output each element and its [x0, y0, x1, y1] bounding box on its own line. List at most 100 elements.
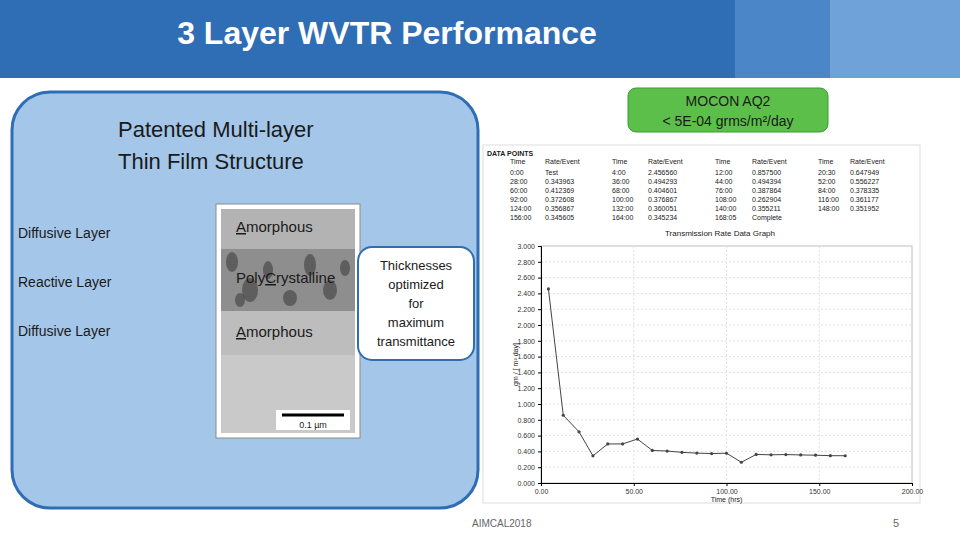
series-point: [591, 454, 594, 457]
y-tick: 2.200: [517, 306, 541, 313]
series-point: [710, 452, 713, 455]
series-point: [562, 414, 565, 417]
grain: [340, 260, 350, 276]
table-time: 76:00: [715, 187, 733, 194]
phase-part: rystalline: [276, 269, 335, 286]
series-point: [784, 453, 787, 456]
structure-title: Patented Multi-layer: [118, 117, 314, 142]
series-point: [755, 453, 758, 456]
header-block: [735, 0, 830, 78]
tick-label: 1.000: [517, 401, 535, 408]
tick-label: 0.200: [517, 464, 535, 471]
tick-label: 0.600: [517, 432, 535, 439]
layer-role: Reactive Layer: [18, 274, 112, 290]
scale-box: [276, 410, 350, 430]
table-rate: 0.647949: [850, 169, 879, 176]
table-rate: 0.376867: [648, 196, 677, 203]
footer: AIMCAL2018: [472, 518, 532, 529]
phase-part: morphous: [246, 218, 313, 235]
micrograph-frame: [216, 204, 360, 438]
tick-label: 3.000: [517, 243, 535, 250]
table-time: 20:30: [818, 169, 836, 176]
series-point: [844, 454, 847, 457]
axis-line: [538, 247, 542, 484]
table-rate: 0.345605: [545, 214, 574, 221]
table-time: 52:00: [818, 178, 836, 185]
table-rate: 0.412369: [545, 187, 574, 194]
table-time: 116:00: [818, 196, 839, 203]
table-rate: 0.857500: [752, 169, 781, 176]
series-point: [725, 452, 728, 455]
x-tick: 150.00: [809, 483, 831, 495]
tick-mark: [538, 325, 541, 326]
table-time: 148:00: [818, 205, 840, 212]
table-time: 100:00: [612, 196, 634, 203]
series-point: [680, 451, 683, 454]
callout-box: [358, 247, 474, 360]
header-band: [0, 0, 960, 78]
table-time: 92:00: [510, 196, 528, 203]
tick-mark: [538, 451, 541, 452]
table-time: 124:00: [510, 205, 532, 212]
tick-mark: [538, 420, 541, 421]
tick-mark: [538, 262, 541, 263]
table-header: Time: [510, 158, 525, 165]
y-tick: 0.600: [517, 432, 541, 439]
tick-mark: [819, 483, 820, 486]
tick-label: 1.600: [517, 353, 535, 360]
y-tick: 0.200: [517, 464, 541, 471]
tick-mark: [538, 388, 541, 389]
badge: [628, 88, 828, 132]
table-header: Rate/Event: [648, 158, 683, 165]
table-time: 0:00: [510, 169, 524, 176]
table-time: 60:00: [510, 187, 528, 194]
tick-mark: [538, 404, 541, 405]
series-point: [621, 442, 624, 445]
scan-panel: [483, 145, 920, 503]
grid-line: [541, 309, 912, 310]
table-time: 28:00: [510, 178, 528, 185]
layer-polycrystalline: [221, 249, 355, 311]
table-header: Time: [715, 158, 730, 165]
tick-mark: [541, 483, 542, 486]
grid-line: [541, 293, 912, 294]
header-block: [830, 0, 960, 78]
structure-panel: [12, 92, 478, 508]
series-point: [577, 430, 580, 433]
table-time: 132:00: [612, 205, 634, 212]
substrate: [221, 209, 355, 433]
y-tick: 0.400: [517, 448, 541, 455]
table-time: 68:00: [612, 187, 630, 194]
marks: [547, 287, 847, 463]
table-time: 140:00: [715, 205, 737, 212]
layer-phase: Amorphous: [236, 218, 313, 235]
tick-mark: [538, 293, 541, 294]
table-rate: Complete: [752, 214, 782, 222]
tick-mark: [538, 278, 541, 279]
series-point: [829, 454, 832, 457]
y-tick: 2.800: [517, 259, 541, 266]
table-header: Time: [818, 158, 833, 165]
axis-line: [542, 484, 913, 487]
y-tick: 1.200: [517, 385, 541, 392]
tick-label: 1.800: [517, 338, 535, 345]
table-rate: Test: [545, 169, 558, 176]
table-rate: 0.494293: [648, 178, 677, 185]
grain: [283, 290, 297, 306]
tick-mark: [912, 483, 913, 486]
series-point: [740, 461, 743, 464]
table-time: 164:00: [612, 214, 634, 221]
tick-label: 200.00: [902, 488, 924, 495]
slide-title: 3 Layer WVTR Performance: [177, 15, 597, 51]
tick-mark: [538, 309, 541, 310]
table-time: 108:00: [715, 196, 737, 203]
layer-phase: PolyCrystalline: [236, 269, 335, 286]
scale-bar: [282, 414, 344, 417]
chart-title: Transmission Rate Data Graph: [665, 229, 775, 238]
tick-label: 2.800: [517, 259, 535, 266]
x-tick: 200.00: [902, 483, 924, 495]
layer-role: Diffusive Layer: [18, 323, 111, 339]
table-time: 44:00: [715, 178, 733, 185]
tick-label: 0.400: [517, 448, 535, 455]
tick-label: 50.00: [625, 488, 643, 495]
